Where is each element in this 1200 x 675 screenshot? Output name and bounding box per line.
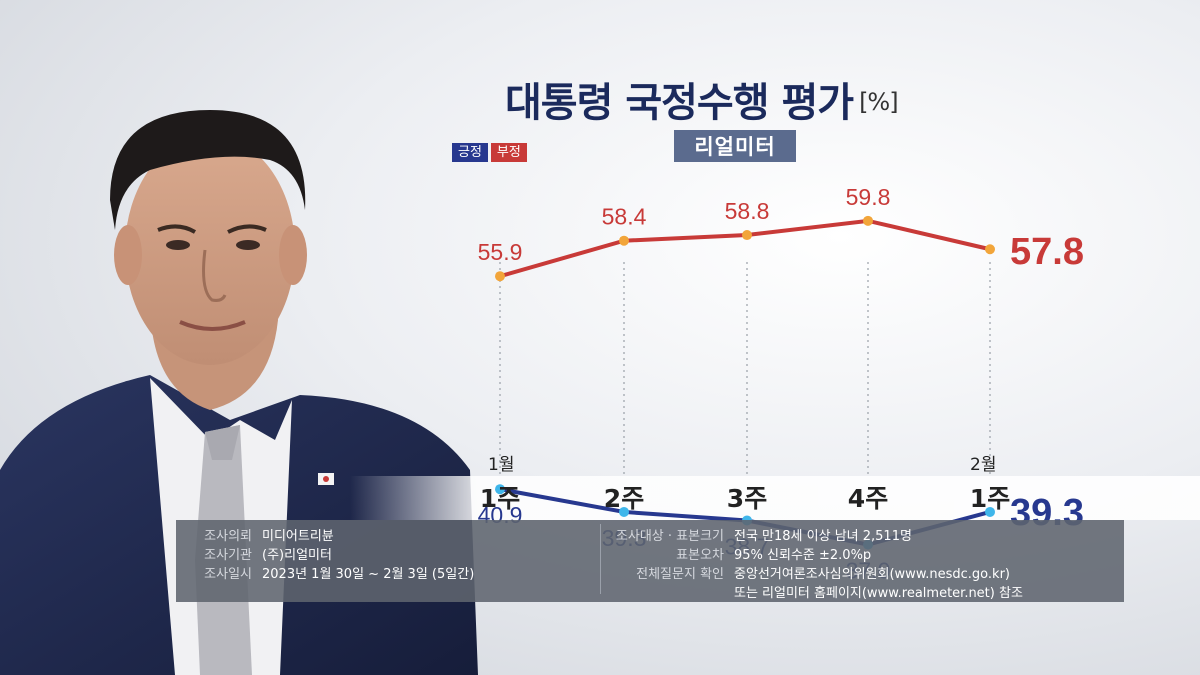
x-tick-label: 2주	[604, 484, 644, 513]
info-key: 조사기관	[204, 548, 252, 563]
info-value: 2023년 1월 30일 ~ 2월 3일 (5일간)	[262, 567, 475, 582]
info-value: (주)리얼미터	[262, 548, 332, 563]
legend-positive: 긍정	[452, 143, 488, 162]
x-tick-label: 1주	[480, 484, 520, 513]
info-value: 중앙선거여론조사심의위원회(www.nesdc.go.kr)	[734, 567, 1010, 582]
title-unit: [%]	[859, 88, 899, 116]
point-positive	[985, 506, 995, 517]
data-label-negative: 58.8	[725, 198, 770, 224]
x-tick-label: 3주	[727, 484, 767, 513]
data-label-negative: 58.4	[602, 204, 647, 230]
point-negative	[985, 244, 995, 255]
point-negative	[863, 215, 873, 226]
point-negative	[619, 235, 629, 246]
point-negative	[495, 271, 505, 282]
chart-title: 대통령 국정수행 평가 [%]	[505, 80, 899, 126]
info-key: 전체질문지 확인	[636, 567, 724, 582]
info-value: 또는 리얼미터 홈페이지(www.realmeter.net) 참조	[734, 586, 1023, 601]
point-positive	[619, 506, 629, 517]
month-label: 2월	[970, 455, 996, 475]
source-badge: 리얼미터	[674, 130, 796, 162]
data-label-negative: 59.8	[846, 184, 891, 210]
x-tick-label: 4주	[848, 484, 888, 513]
legend: 긍정 부정	[452, 143, 527, 162]
info-value: 미디어트리뷴	[262, 529, 334, 544]
info-value: 전국 만18세 이상 남녀 2,511명	[734, 529, 912, 544]
info-value: 95% 신뢰수준 ±2.0%p	[734, 548, 872, 563]
info-divider	[600, 524, 601, 594]
info-key: 조사대상 · 표본크기	[615, 529, 724, 544]
data-label-negative: 55.9	[478, 239, 523, 265]
x-tick-label: 1주	[970, 484, 1010, 513]
x-axis-band	[350, 476, 1200, 520]
info-key: 조사일시	[204, 567, 252, 582]
month-label: 1월	[488, 455, 514, 475]
president-photo	[0, 110, 478, 675]
series-line-negative	[499, 218, 991, 279]
survey-info-panel	[176, 520, 1124, 602]
info-key: 조사의뢰	[204, 529, 252, 544]
data-label-negative: 57.8	[1010, 231, 1084, 273]
legend-negative: 부정	[490, 143, 527, 162]
point-positive	[495, 484, 505, 495]
info-key: 표본오차	[676, 548, 724, 563]
point-negative	[742, 230, 752, 241]
